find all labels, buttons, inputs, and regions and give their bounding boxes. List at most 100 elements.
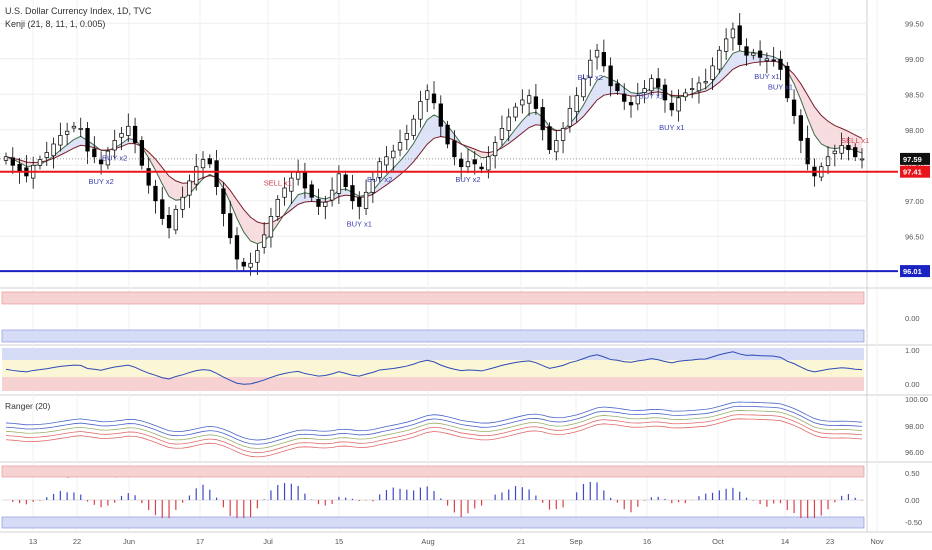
candle-body (771, 59, 776, 62)
candle-body (690, 88, 695, 91)
ma-band-segment (814, 106, 822, 144)
pane-tick-label: 100.00 (905, 395, 928, 404)
candle-body (472, 159, 477, 165)
ma-band-segment (250, 217, 258, 244)
buy-signal-label: BUY x2 (578, 73, 603, 82)
x-tick-label: Nov (870, 537, 884, 546)
candle-body (98, 159, 104, 165)
candle-body (581, 78, 586, 98)
candle-body (615, 83, 620, 92)
ma-band-segment (712, 72, 720, 88)
candle-body (723, 38, 729, 52)
low-price-label: 96.01 (903, 267, 922, 276)
candle-body (608, 65, 613, 87)
x-tick-label: Aug (421, 537, 434, 546)
candle-body (350, 185, 355, 202)
buy-signal-label: BUY x1 (659, 123, 684, 132)
ma-fast-line (5, 50, 863, 245)
candle-body (703, 81, 708, 84)
ma-band-segment (828, 121, 835, 149)
candle-body (791, 99, 797, 116)
candle-body (431, 93, 437, 104)
ma-band-segment (732, 50, 740, 70)
candle-body (357, 197, 362, 207)
x-tick-label: Oct (712, 537, 725, 546)
candle-body (560, 128, 566, 141)
candle-body (187, 180, 192, 196)
candle-body (506, 116, 511, 131)
ma-band-segment (576, 105, 584, 123)
candle-body (282, 187, 287, 198)
buy-signal-label: BUY x1 (754, 72, 779, 81)
candle-body (588, 59, 593, 78)
candle-body (295, 172, 301, 180)
candle-body (289, 177, 294, 192)
candle-body (37, 159, 43, 166)
candle-body (764, 58, 770, 61)
ranger-line (5, 410, 863, 449)
indicator-label: Kenji (21, 8, 11, 1, 0.005) (5, 19, 106, 29)
candle-body (343, 174, 348, 187)
y-tick-label: 99.00 (905, 55, 924, 64)
candle-body (58, 135, 63, 146)
buy-signal-label: BUY x1 (347, 219, 372, 228)
chart-title: U.S. Dollar Currency Index, 1D, TVC (5, 6, 152, 16)
buy-signal-label: BUY x2 (88, 177, 113, 186)
buy-signal-label: BUY x2 (102, 153, 127, 162)
candle-body (526, 95, 532, 104)
candle-body (425, 90, 430, 100)
pane-tick-label: 0.50 (905, 469, 920, 478)
last-price-label: 97.59 (903, 155, 922, 164)
candle-body (180, 196, 185, 210)
pane-tick-label: 0.00 (905, 380, 920, 389)
candle-body (336, 173, 342, 194)
x-tick-label: 15 (335, 537, 343, 546)
candle-body (513, 106, 518, 118)
tdi-mid-band (2, 360, 864, 377)
candle-body (241, 261, 246, 267)
candle-body (438, 103, 443, 127)
ma-band-segment (230, 190, 237, 219)
candle-body (744, 46, 749, 56)
candle-body (418, 101, 423, 120)
ranger-line (5, 418, 863, 458)
candle-body (173, 208, 178, 231)
candle-body (853, 147, 858, 158)
y-tick-label: 99.50 (905, 19, 924, 28)
ranger-line (5, 401, 863, 441)
candle-body (384, 156, 389, 166)
ma-band-segment (291, 194, 299, 210)
candle-body (628, 102, 634, 106)
x-tick-label: 13 (29, 537, 37, 546)
candle-body (139, 140, 145, 166)
tdi-line (5, 351, 863, 385)
ma-band-segment (420, 119, 428, 154)
support-price-label: 97.41 (903, 168, 922, 177)
ma-band-segment (841, 128, 849, 149)
candle-body (825, 156, 831, 167)
buy-signal-label: BUY x2 (367, 175, 392, 184)
candle-body (717, 49, 722, 70)
candle-body (554, 140, 559, 153)
x-tick-label: 23 (826, 537, 834, 546)
ma-band-segment (298, 192, 305, 205)
x-tick-label: Jun (123, 537, 135, 546)
candle-body (798, 115, 804, 141)
tdi-upper-band (2, 348, 864, 360)
candle-body (64, 130, 70, 135)
x-tick-label: 17 (196, 537, 204, 546)
pane-tick-label: -0.50 (905, 518, 922, 527)
ma-band-segment (427, 114, 434, 145)
candle-body (391, 150, 396, 159)
osc-upper-band (1, 465, 865, 478)
ma-band-segment (508, 129, 516, 144)
ma-band-segment (807, 95, 815, 135)
candle-body (696, 82, 702, 92)
candle-body (275, 199, 280, 217)
ma-band-segment (481, 151, 489, 158)
ma-band-segment (121, 138, 129, 147)
ma-band-segment (590, 80, 598, 109)
candle-body (146, 168, 151, 186)
